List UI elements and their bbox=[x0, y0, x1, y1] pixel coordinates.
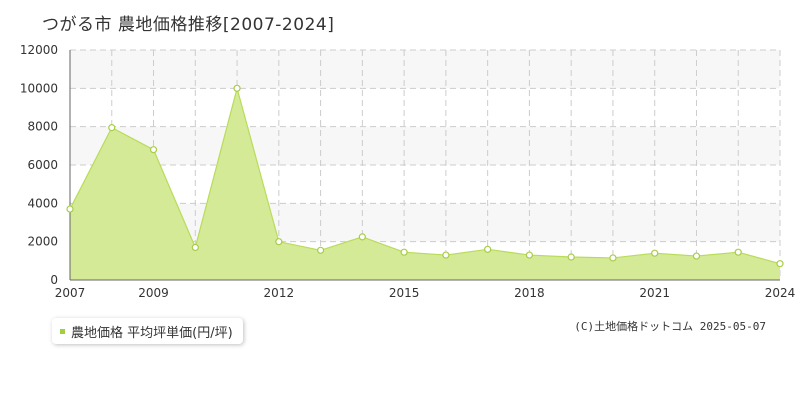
legend-label: 農地価格 平均坪単価(円/坪) bbox=[71, 325, 233, 341]
data-point bbox=[358, 233, 366, 241]
y-tick-label: 6000 bbox=[27, 158, 58, 172]
copyright-text: (C)土地価格ドットコム 2025-05-07 bbox=[574, 320, 766, 333]
data-point bbox=[692, 252, 701, 260]
data-point bbox=[316, 246, 325, 254]
data-point bbox=[484, 245, 492, 253]
data-point bbox=[400, 248, 408, 256]
data-point bbox=[191, 243, 199, 252]
grid-band bbox=[70, 50, 780, 89]
x-tick-label: 2021 bbox=[639, 286, 670, 300]
series-area bbox=[70, 88, 780, 280]
x-tick-label: 2024 bbox=[765, 286, 796, 300]
x-tick-label: 2007 bbox=[55, 286, 86, 300]
data-point bbox=[275, 238, 283, 246]
y-tick-label: 4000 bbox=[27, 196, 58, 210]
y-tick-label: 10000 bbox=[20, 81, 58, 95]
y-tick-label: 8000 bbox=[27, 120, 58, 134]
data-point bbox=[233, 84, 241, 92]
grid-band bbox=[70, 126, 780, 165]
series-line bbox=[69, 86, 781, 265]
data-point bbox=[567, 253, 575, 261]
data-point bbox=[149, 146, 158, 154]
data-point bbox=[776, 260, 784, 268]
x-tick-label: 2018 bbox=[514, 286, 545, 300]
x-tick-label: 2012 bbox=[264, 286, 295, 300]
legend-swatch bbox=[60, 328, 65, 334]
data-point bbox=[108, 124, 116, 132]
y-tick-label: 2000 bbox=[27, 235, 58, 249]
y-tick-label: 12000 bbox=[20, 43, 58, 57]
data-point bbox=[66, 205, 74, 213]
legend: 農地価格 平均坪単価(円/坪) bbox=[52, 318, 243, 344]
x-tick-label: 2015 bbox=[389, 286, 420, 300]
data-point bbox=[609, 254, 617, 262]
data-point bbox=[651, 249, 659, 257]
x-tick-label: 2009 bbox=[138, 286, 169, 300]
data-point bbox=[734, 248, 742, 256]
chart-title: つがる市 農地価格推移[2007-2024] bbox=[42, 15, 335, 35]
y-tick-label: 0 bbox=[50, 273, 58, 287]
data-point bbox=[525, 251, 534, 259]
data-point bbox=[442, 251, 450, 259]
